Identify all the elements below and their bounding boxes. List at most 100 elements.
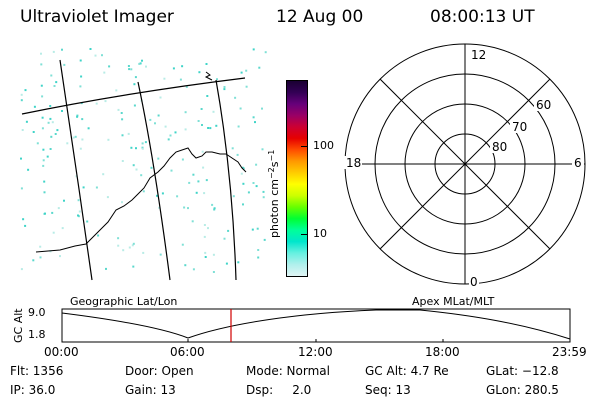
flight-number: Flt: 1356: [10, 364, 64, 378]
mlat-label-60: 60: [536, 98, 551, 112]
uv-speckle: [25, 120, 28, 123]
uv-speckle: [103, 71, 106, 74]
uv-speckle: [223, 88, 226, 91]
uv-speckle: [203, 224, 206, 226]
uv-speckle: [27, 168, 30, 171]
uv-speckle: [133, 104, 136, 107]
mlt-label-12: 12: [471, 48, 486, 62]
uv-speckle: [263, 238, 266, 241]
uv-speckle: [133, 83, 136, 86]
uv-speckle: [41, 95, 44, 98]
uv-speckle: [20, 157, 22, 160]
uv-speckle: [39, 256, 42, 259]
uv-speckle: [32, 259, 35, 262]
x-tick-label: 23:59: [552, 345, 587, 359]
uv-speckle: [167, 138, 170, 141]
uv-speckle: [240, 71, 243, 74]
uv-speckle: [49, 105, 52, 107]
uv-speckle: [240, 172, 243, 175]
uv-speckle: [159, 253, 162, 256]
uv-speckle: [122, 249, 125, 252]
uv-speckle: [181, 65, 184, 68]
uv-speckle: [49, 148, 52, 150]
uv-speckle: [212, 253, 215, 256]
uv-speckle: [24, 89, 27, 92]
uv-speckle: [76, 115, 79, 118]
uv-speckle: [252, 48, 255, 51]
uv-speckle: [181, 158, 184, 161]
uv-speckle: [245, 69, 248, 72]
uv-speckle: [130, 146, 133, 149]
instrument-title: Ultraviolet Imager: [20, 7, 174, 27]
uv-speckle: [257, 256, 260, 259]
uv-speckle: [142, 251, 145, 254]
uv-speckle: [43, 191, 46, 194]
uv-speckle: [56, 129, 59, 132]
uv-speckle: [86, 220, 89, 223]
colorbar-label-text: photon cm: [268, 179, 281, 238]
uv-speckle: [183, 206, 186, 209]
uv-speckle: [81, 138, 84, 141]
uv-speckle: [207, 127, 210, 129]
uv-speckle: [239, 107, 242, 110]
uv-speckle: [258, 66, 261, 69]
gc-altitude: GC Alt: 4.7 Re: [365, 364, 449, 378]
colorbar-tick: [301, 234, 307, 235]
uv-speckle: [201, 150, 204, 153]
uv-speckle: [87, 127, 90, 130]
uv-speckle: [140, 174, 143, 177]
uv-speckle: [108, 65, 111, 68]
altitude-curve: [61, 309, 571, 340]
colorbar-tick-label: 100: [313, 139, 334, 152]
uv-speckle: [261, 148, 264, 151]
uv-speckle: [61, 48, 63, 51]
uv-speckle: [135, 168, 138, 171]
uv-speckle: [117, 108, 120, 111]
uv-speckle: [164, 125, 167, 128]
colorbar-axis-label: photon cm−2s−1: [267, 150, 281, 238]
uv-speckle: [181, 243, 184, 246]
colorbar-gradient: [287, 81, 307, 276]
uv-speckle: [213, 208, 216, 211]
uv-speckle: [50, 135, 53, 138]
uv-speckle: [49, 117, 52, 120]
mlat-label-70: 70: [512, 120, 527, 134]
uv-speckle: [54, 133, 57, 135]
door-status: Door: Open: [125, 364, 194, 378]
uv-speckle: [135, 147, 137, 150]
uv-speckle: [105, 267, 107, 270]
uv-speckle: [205, 63, 208, 65]
uv-speckle: [184, 128, 187, 131]
uv-speckle: [134, 76, 137, 79]
uv-speckle: [261, 107, 263, 110]
x-tick-label: 00:00: [44, 345, 79, 359]
uv-speckle: [33, 105, 36, 108]
uv-speckle: [132, 164, 135, 167]
uv-speckle: [204, 256, 207, 258]
uv-speckle: [120, 112, 123, 114]
uv-speckle: [63, 199, 65, 202]
colorbar: [286, 80, 308, 277]
geographic-latitude: GLat: −12.8: [486, 364, 559, 378]
uv-speckle: [127, 132, 130, 135]
geographic-title: Geographic Lat/Lon: [70, 295, 178, 308]
uv-speckle: [101, 54, 103, 57]
uv-speckle: [55, 81, 58, 84]
uv-speckle: [141, 147, 144, 150]
uv-speckle: [141, 59, 143, 62]
uv-speckle: [209, 127, 212, 130]
uv-speckle: [36, 142, 39, 145]
coast-feature: [204, 71, 213, 81]
coastline: [35, 147, 247, 253]
uv-speckle: [94, 54, 97, 57]
gain-value: Gain: 13: [125, 383, 176, 397]
uv-speckle: [42, 148, 45, 151]
uv-speckle: [212, 110, 215, 113]
uv-speckle: [127, 65, 130, 67]
uv-speckle: [188, 181, 191, 184]
geographic-image-panel: [20, 48, 267, 281]
uv-speckle: [184, 111, 187, 114]
apex-title: Apex MLat/MLT: [412, 295, 495, 308]
uv-speckle: [20, 268, 23, 271]
uv-speckle: [132, 265, 135, 268]
